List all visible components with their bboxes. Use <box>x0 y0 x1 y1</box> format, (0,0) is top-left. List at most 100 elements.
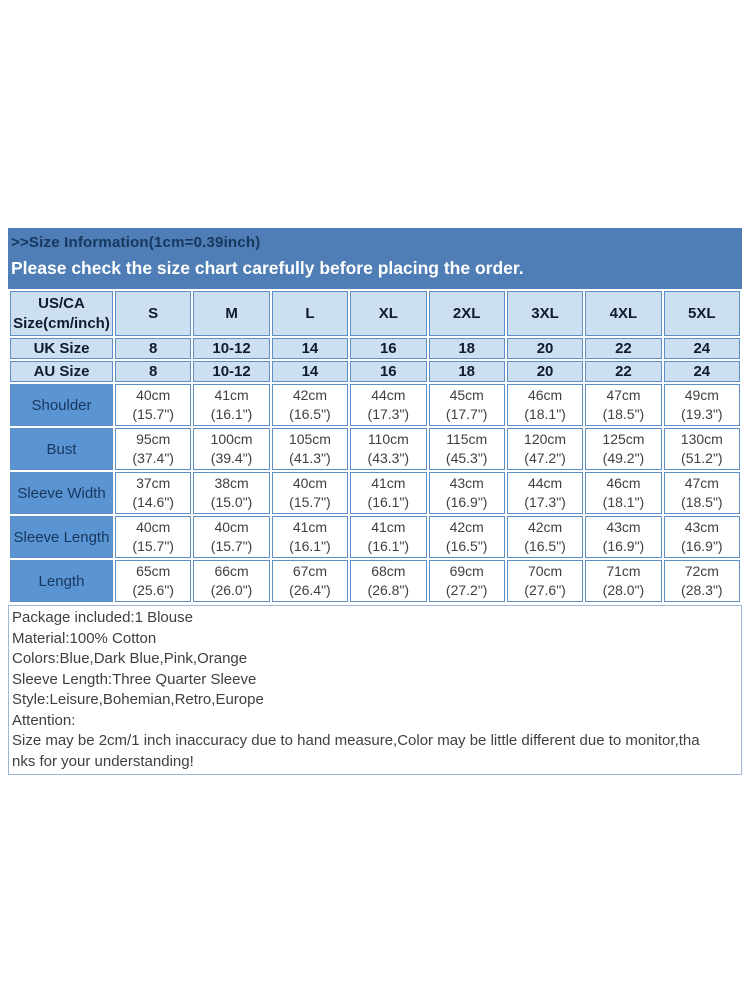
measurement-inch: (25.6") <box>132 582 174 598</box>
measurement-cm: 43cm <box>449 474 484 491</box>
measurement-inch: (26.0") <box>210 582 253 598</box>
measurement-cm: 38cm <box>214 474 249 491</box>
measurement-value-cell: 47cm (18.5") <box>585 384 662 426</box>
measurement-cm: 40cm <box>136 518 171 535</box>
measurement-cm: 130cm <box>680 430 723 447</box>
measurement-cm: 40cm <box>136 386 171 403</box>
measurement-cm: 44cm <box>371 386 406 403</box>
region-size-value: 22 <box>585 361 662 382</box>
measurement-cm: 45cm <box>449 386 484 403</box>
measurement-inch: (16.1") <box>367 538 410 554</box>
region-size-value: 18 <box>428 338 505 359</box>
measurement-cm: 41cm <box>371 474 406 491</box>
measurement-inch: (17.7") <box>445 406 488 422</box>
measurement-inch: (16.9") <box>445 494 488 510</box>
measurement-inch: (19.3") <box>681 406 723 422</box>
measurement-value-cell: 125cm (49.2") <box>585 428 662 470</box>
measurement-inch: (43.3") <box>367 450 410 466</box>
measurement-value-cell: 67cm (26.4") <box>271 560 349 602</box>
product-detail-line: Package included:1 Blouse <box>12 609 193 626</box>
measurement-inch: (16.5") <box>524 538 566 554</box>
measurement-cm: 49cm <box>684 386 719 403</box>
measurement-inch: (17.3") <box>367 406 410 422</box>
measurement-inch: (18.1") <box>524 406 566 422</box>
measurement-label: Sleeve Width <box>10 472 113 514</box>
measurement-value-cell: 41cm (16.1") <box>350 472 427 514</box>
measurement-cm: 46cm <box>527 386 563 403</box>
measurement-inch: (49.2") <box>602 450 645 466</box>
measurement-inch: (45.3") <box>445 450 488 466</box>
measurement-value-cell: 42cm (16.5") <box>506 516 584 558</box>
measurement-value-cell: 43cm (16.9") <box>585 516 662 558</box>
measurement-inch: (16.1") <box>210 406 253 422</box>
size-column-header: S <box>115 291 192 336</box>
measurement-value-cell: 38cm (15.0") <box>193 472 270 514</box>
measurement-value-cell: 45cm (17.7") <box>428 384 505 426</box>
measurement-cm: 65cm <box>136 562 171 579</box>
measurement-cm: 47cm <box>684 474 719 491</box>
measurement-inch: (41.3") <box>289 450 331 466</box>
product-detail-line: Size may be 2cm/1 inch inaccuracy due to… <box>12 732 700 749</box>
measurement-value-cell: 115cm (45.3") <box>428 428 505 470</box>
measurement-inch: (15.7") <box>289 494 331 510</box>
measurement-value-cell: 69cm (27.2") <box>428 560 505 602</box>
measurement-cm: 70cm <box>527 562 563 579</box>
measurement-inch: (26.4") <box>289 582 331 598</box>
measurement-cm: 115cm <box>446 430 488 447</box>
region-size-value: 14 <box>271 338 349 359</box>
size-column-header: L <box>271 291 349 336</box>
region-size-value: 8 <box>115 338 192 359</box>
measurement-inch: (17.3") <box>524 494 566 510</box>
measurement-value-cell: 110cm (43.3") <box>350 428 427 470</box>
measurement-cm: 125cm <box>602 430 645 447</box>
measurement-row: Bust 95cm (37.4") 100cm (39.4") 105cm (41.3") 1… <box>10 428 740 470</box>
measurement-cm: 105cm <box>288 430 331 447</box>
corner-label-line2: Size(cm/inch) <box>13 314 110 332</box>
region-size-value: 24 <box>663 361 740 382</box>
measurement-inch: (18.5") <box>681 494 723 510</box>
region-size-label: AU Size <box>10 361 113 382</box>
measurement-inch: (16.1") <box>367 494 410 510</box>
product-detail-line: Material:100% Cotton <box>12 629 157 647</box>
size-column-header: 4XL <box>585 291 662 336</box>
measurement-label: Length <box>10 560 113 602</box>
measurement-value-cell: 66cm (26.0") <box>193 560 270 602</box>
measurement-value-cell: 120cm (47.2") <box>506 428 584 470</box>
measurement-inch: (28.3") <box>681 582 723 598</box>
measurement-inch: (16.1") <box>289 538 331 554</box>
region-size-value: 16 <box>350 338 427 359</box>
product-detail-line: nks for your understanding! <box>12 752 194 770</box>
size-column-header: 3XL <box>506 291 584 336</box>
measurement-inch: (47.2") <box>524 450 566 466</box>
measurement-value-cell: 41cm (16.1") <box>193 384 270 426</box>
measurement-inch: (14.6") <box>132 494 174 510</box>
measurement-row: Shoulder 40cm (15.7") 41cm (16.1") 42cm (16.5"… <box>10 384 740 426</box>
region-size-value: 10-12 <box>193 361 270 382</box>
measurement-cm: 66cm <box>214 562 249 579</box>
measurement-inch: (16.5") <box>289 406 331 422</box>
region-size-value: 18 <box>428 361 505 382</box>
region-size-value: 24 <box>663 338 740 359</box>
measurement-cm: 43cm <box>684 518 719 535</box>
measurement-cm: 71cm <box>606 562 641 579</box>
measurement-value-cell: 130cm (51.2") <box>663 428 740 470</box>
measurement-value-cell: 44cm (17.3") <box>350 384 427 426</box>
measurement-value-cell: 42cm (16.5") <box>428 516 505 558</box>
size-chart-notice: Please check the size chart carefully be… <box>11 258 524 278</box>
region-size-value: 20 <box>506 361 584 382</box>
measurement-label: Bust <box>10 428 113 470</box>
size-information-title: >>Size Information(1cm=0.39inch) <box>11 234 261 251</box>
measurement-cm: 42cm <box>527 518 563 535</box>
measurement-cm: 41cm <box>371 518 406 535</box>
product-detail-line: Colors:Blue,Dark Blue,Pink,Orange <box>12 650 248 667</box>
size-chart-page: >>Size Information(1cm=0.39inch) Please … <box>8 228 742 775</box>
measurement-value-cell: 71cm (28.0") <box>585 560 662 602</box>
measurement-cm: 44cm <box>527 474 563 491</box>
measurement-value-cell: 40cm (15.7") <box>193 516 270 558</box>
measurement-inch: (16.5") <box>445 538 488 554</box>
measurement-value-cell: 43cm (16.9") <box>663 516 740 558</box>
measurement-inch: (27.6") <box>524 582 566 598</box>
measurement-cm: 100cm <box>210 430 253 447</box>
product-details: Package included:1 Blouse Material:100% C… <box>8 605 742 775</box>
size-column-header: XL <box>350 291 427 336</box>
